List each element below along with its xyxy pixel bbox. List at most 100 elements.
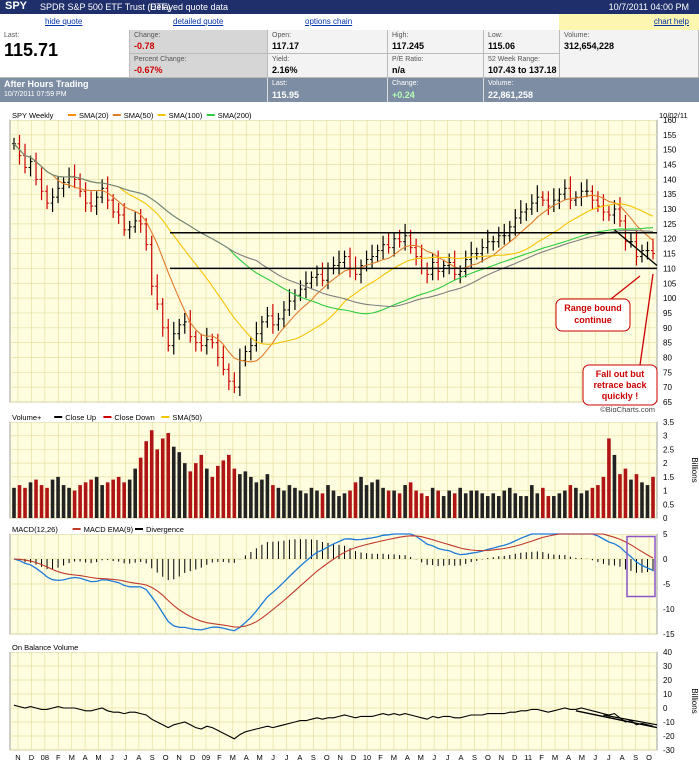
volume-bar: [452, 493, 457, 518]
panel-title: SPY Weekly: [12, 111, 54, 120]
volume-bar: [474, 490, 479, 518]
after-hours-change-label: Change:: [392, 80, 419, 87]
x-tick-label: D: [351, 753, 357, 762]
volume-bar: [171, 446, 176, 518]
x-tick-label: M: [257, 753, 263, 762]
volume-bar: [463, 493, 468, 518]
y-tick-label: 135: [663, 190, 677, 199]
y-tick-label: 110: [663, 264, 676, 273]
volume-bar: [430, 487, 435, 518]
volume-bar: [507, 487, 512, 518]
x-tick-label: J: [110, 753, 114, 762]
detailed-quote-link[interactable]: detailed quote: [173, 17, 224, 26]
volume-bar: [100, 485, 104, 518]
volume-bar: [216, 465, 220, 518]
watermark: ©BigCharts.com: [600, 405, 655, 414]
volume-bar: [50, 479, 55, 518]
open-cell: Open: 117.17: [268, 30, 388, 54]
after-hours-title: After Hours Trading: [4, 79, 89, 89]
volume-bar: [61, 485, 66, 518]
volume-bar: [370, 482, 374, 518]
volume-bar: [491, 493, 496, 518]
volume-bar: [574, 487, 578, 518]
volume-bar: [381, 487, 385, 518]
volume-bar: [458, 487, 462, 518]
y-tick-label: -5: [663, 580, 671, 589]
volume-bar: [282, 490, 286, 518]
volume-bar: [309, 487, 314, 518]
volume-bar: [331, 490, 336, 518]
y-tick-label: 3: [663, 432, 668, 441]
annotation-text: quickly !: [602, 391, 639, 401]
y-tick-label: 125: [663, 220, 677, 229]
y-tick-label: 95: [663, 309, 672, 318]
annotation-text: Range bound: [564, 303, 622, 313]
volume-bar: [436, 490, 440, 518]
sma-50-line: [13, 143, 654, 345]
high-label: High:: [392, 32, 409, 39]
sma-20-line: [13, 143, 654, 363]
open-label: Open:: [272, 32, 292, 39]
x-tick-label: O: [485, 753, 491, 762]
volume-bar: [541, 487, 545, 518]
y-tick-label: -30: [663, 746, 675, 755]
volume-panel: 0 0.5 1 1.5 2 2.5 3 3.5 Volume+ Close Up Close Dow…: [9, 412, 699, 523]
volume-bar: [535, 493, 540, 518]
volume-cell: Volume: 312,654,228: [560, 30, 699, 78]
low-value: 115.06: [488, 41, 516, 51]
x-tick-label: A: [244, 753, 249, 762]
volume-bar: [337, 496, 341, 518]
volume-bar: [320, 493, 325, 518]
volume-bar: [177, 452, 182, 518]
after-hours-title-cell: After Hours Trading 10/7/2011 07:59 PM: [0, 78, 268, 102]
volume-bar: [441, 496, 446, 518]
volume-bar: [127, 479, 132, 518]
sma-100-line: [13, 143, 654, 308]
volume-bar: [304, 493, 308, 518]
y-tick-label: 30: [663, 662, 672, 671]
after-hours-volume: 22,861,258: [488, 90, 534, 100]
hide-quote-link[interactable]: hide quote: [45, 17, 83, 26]
fund-name: SPDR S&P 500 ETF Trust (ETF): [40, 2, 171, 12]
delayed-note: Delayed quote data: [150, 2, 229, 12]
y-tick-label: 160: [663, 116, 677, 125]
volume-bar: [271, 485, 275, 518]
volume-bar: [425, 496, 429, 518]
y-tick-label: 0: [663, 514, 668, 523]
volume-bar: [23, 487, 27, 518]
percent-change-cell: Percent Change: -0.67%: [130, 54, 268, 78]
volume-bar: [342, 493, 347, 518]
panel-header: [10, 110, 657, 120]
volume-bar: [34, 479, 38, 518]
y-tick-label: 65: [663, 398, 672, 407]
y-tick-label: 140: [663, 175, 677, 184]
chart-help-link[interactable]: chart help: [653, 17, 689, 26]
quote-header: SPY SPDR S&P 500 ETF Trust (ETF) Delayed…: [0, 0, 699, 14]
y-tick-label: -10: [663, 605, 675, 614]
volume-bar: [105, 482, 110, 518]
volume-bar: [160, 438, 165, 518]
x-tick-label: F: [56, 753, 61, 762]
pe-cell: P/E Ratio: n/a: [388, 54, 484, 78]
options-chain-link[interactable]: options chain: [305, 17, 353, 26]
x-tick-label: S: [633, 753, 638, 762]
volume-bar: [260, 479, 264, 518]
x-tick-label: J: [432, 753, 436, 762]
after-hours-time: 10/7/2011 07:59 PM: [4, 91, 67, 98]
volume-bar: [524, 496, 529, 518]
y-tick-label: 85: [663, 339, 672, 348]
volume-bar: [298, 490, 303, 518]
volume-bar: [205, 468, 209, 518]
volume-bar: [83, 482, 88, 518]
volume-bar: [397, 493, 402, 518]
x-tick-label: J: [593, 753, 597, 762]
y-tick-label: 2: [663, 459, 668, 468]
volume-bar: [530, 485, 534, 518]
y-tick-label: 20: [663, 676, 672, 685]
y-tick-label: 145: [663, 161, 677, 170]
x-tick-label: A: [459, 753, 464, 762]
x-tick-label: F: [539, 753, 544, 762]
x-tick-label: J: [124, 753, 128, 762]
volume-label: Volume:: [564, 32, 590, 39]
after-hours-last-cell: Last: 115.95: [268, 78, 388, 102]
